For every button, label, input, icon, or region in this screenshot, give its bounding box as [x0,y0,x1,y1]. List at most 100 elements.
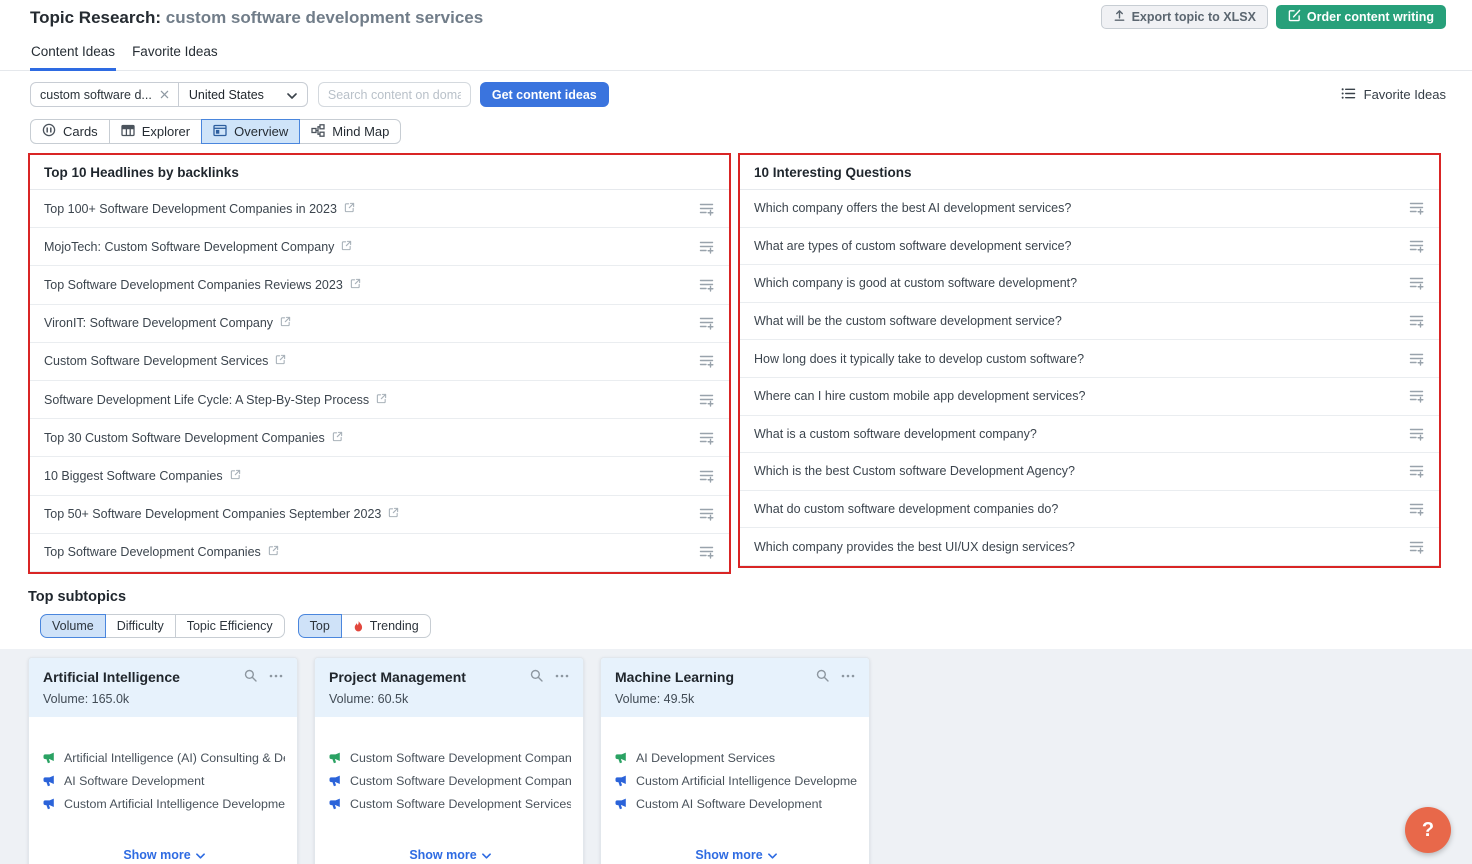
external-link-icon[interactable] [230,469,241,483]
order-content-writing-button[interactable]: Order content writing [1275,5,1446,29]
overview-icon [213,124,227,140]
search-icon[interactable] [530,669,543,682]
megaphone-icon [43,775,56,787]
external-link-icon[interactable] [268,545,279,559]
overview-panels: Top 10 Headlines by backlinks Top 100+ S… [28,153,1445,574]
add-to-favorites-icon[interactable] [1409,201,1424,215]
close-icon[interactable] [160,90,169,99]
subtopic-card-body: AI Development Services Custom Artificia… [601,717,869,864]
headline-link[interactable]: Top Software Development Companies Revie… [44,278,361,292]
add-to-favorites-icon[interactable] [699,469,714,483]
external-link-icon[interactable] [350,278,361,292]
help-button[interactable]: ? [1405,807,1451,853]
headline-row: Top 30 Custom Software Development Compa… [30,419,729,458]
megaphone-icon [43,798,56,810]
view-overview-button[interactable]: Overview [201,119,301,144]
add-to-favorites-icon[interactable] [1409,276,1424,291]
question-link[interactable]: Which company provides the best UI/UX de… [754,539,1075,554]
add-to-favorites-icon[interactable] [699,278,714,292]
list-icon [1341,87,1356,103]
flame-icon [353,620,364,633]
table-icon [121,124,135,140]
add-to-favorites-icon[interactable] [1409,540,1424,554]
headline-link[interactable]: Software Development Life Cycle: A Step-… [44,393,387,407]
add-to-favorites-icon[interactable] [1409,464,1424,479]
add-to-favorites-icon[interactable] [699,431,714,445]
add-to-favorites-icon[interactable] [699,393,714,407]
view-explorer-button[interactable]: Explorer [108,119,203,144]
view-cards-button[interactable]: Cards [30,119,110,144]
headline-link[interactable]: 10 Biggest Software Companies [44,469,241,483]
show-more-link[interactable]: Show more [695,848,777,864]
question-link[interactable]: What will be the custom software develop… [754,314,1062,329]
domain-search-input[interactable] [317,82,471,107]
more-options-icon[interactable] [555,674,569,678]
subtopic-item[interactable]: Custom AI Software Development [615,797,857,811]
subtopic-item[interactable]: Artificial Intelligence (AI) Consulting … [43,751,285,765]
cards-icon [42,123,56,140]
show-more-link[interactable]: Show more [409,848,491,864]
question-link[interactable]: What do custom software development comp… [754,502,1059,517]
add-to-favorites-icon[interactable] [699,202,714,216]
external-link-icon[interactable] [275,354,286,368]
toggle-topic-efficiency[interactable]: Topic Efficiency [174,614,285,638]
question-link[interactable]: Where can I hire custom mobile app devel… [754,389,1086,404]
query-chip[interactable]: custom software d... [31,83,179,106]
add-to-favorites-icon[interactable] [699,545,714,560]
tab-content-ideas[interactable]: Content Ideas [30,44,117,71]
question-link[interactable]: How long does it typically take to devel… [754,351,1085,366]
subtopic-item[interactable]: AI Development Services [615,751,857,765]
add-to-favorites-icon[interactable] [1409,427,1424,441]
add-to-favorites-icon[interactable] [699,316,714,330]
external-link-icon[interactable] [341,240,352,254]
add-to-favorites-icon[interactable] [1409,352,1424,366]
more-options-icon[interactable] [841,674,855,678]
question-link[interactable]: What is a custom software development co… [754,426,1037,441]
add-to-favorites-icon[interactable] [699,354,714,369]
question-link[interactable]: What are types of custom software develo… [754,238,1072,253]
question-link[interactable]: Which is the best Custom software Develo… [754,464,1075,479]
toggle-difficulty[interactable]: Difficulty [104,614,176,638]
headline-link[interactable]: Top 50+ Software Development Companies S… [44,507,399,521]
add-to-favorites-icon[interactable] [1409,314,1424,328]
add-to-favorites-icon[interactable] [699,240,714,254]
external-link-icon[interactable] [280,316,291,330]
more-options-icon[interactable] [269,674,283,678]
get-content-ideas-button[interactable]: Get content ideas [479,82,609,107]
subtopic-item[interactable]: Custom Software Development Company [329,751,571,765]
external-link-icon[interactable] [376,393,387,407]
question-link[interactable]: Which company offers the best AI develop… [754,201,1072,216]
subtopic-item[interactable]: AI Software Development [43,774,285,788]
show-more-link[interactable]: Show more [123,848,205,864]
search-icon[interactable] [816,669,829,682]
headline-link[interactable]: Top 30 Custom Software Development Compa… [44,431,343,445]
add-to-favorites-icon[interactable] [1409,502,1424,516]
add-to-favorites-icon[interactable] [1409,389,1424,403]
tab-favorite-ideas[interactable]: Favorite Ideas [132,44,218,59]
favorite-ideas-link[interactable]: Favorite Ideas [1341,87,1446,103]
subtopic-item[interactable]: Custom Artificial Intelligence Developme… [43,797,285,811]
subtopic-item[interactable]: Custom Software Development Company – ..… [329,774,571,788]
subtopic-card-body: Artificial Intelligence (AI) Consulting … [29,717,297,864]
export-xlsx-button[interactable]: Export topic to XLSX [1100,5,1268,29]
external-link-icon[interactable] [388,507,399,521]
toggle-volume[interactable]: Volume [40,614,106,638]
headline-link[interactable]: Custom Software Development Services [44,354,286,368]
external-link-icon[interactable] [332,431,343,445]
add-to-favorites-icon[interactable] [1409,239,1424,253]
subtopic-card-title: Machine Learning [615,669,735,685]
toggle-top[interactable]: Top [297,614,342,638]
external-link-icon[interactable] [344,202,355,216]
question-link[interactable]: Which company is good at custom software… [754,276,1078,291]
headline-link[interactable]: Top 100+ Software Development Companies … [44,202,355,216]
headline-link[interactable]: MojoTech: Custom Software Development Co… [44,240,352,254]
toggle-trending[interactable]: Trending [340,614,431,638]
search-icon[interactable] [244,669,257,682]
add-to-favorites-icon[interactable] [699,507,714,521]
subtopic-item[interactable]: Custom Software Development Services [329,797,571,811]
view-mind-map-button[interactable]: Mind Map [299,119,402,144]
subtopic-item[interactable]: Custom Artificial Intelligence Developme… [615,774,857,788]
headline-link[interactable]: Top Software Development Companies [44,545,279,559]
headline-link[interactable]: VironIT: Software Development Company [44,316,291,330]
country-select[interactable]: United States [179,83,307,106]
